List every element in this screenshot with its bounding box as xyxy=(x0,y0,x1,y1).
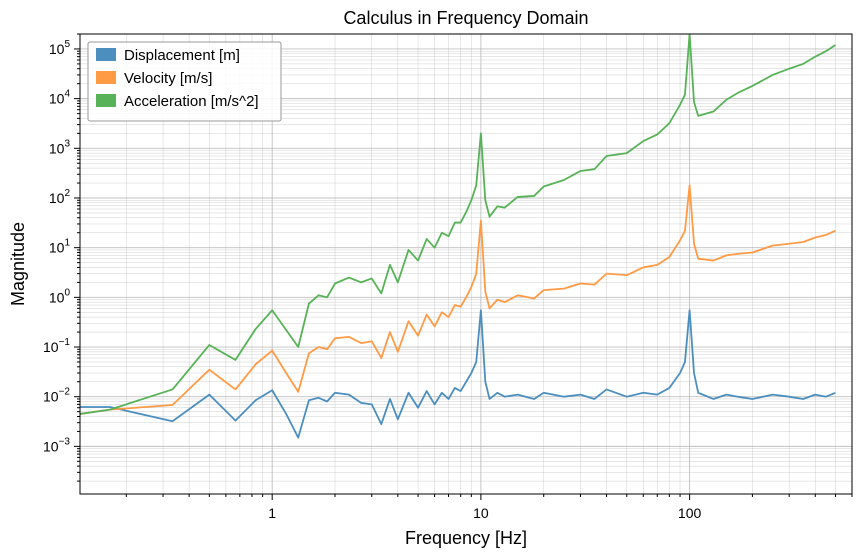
legend: Displacement [m] Velocity [m/s] Accelerati… xyxy=(87,41,282,122)
y-tick-label: 105 xyxy=(49,39,71,57)
y-tick-label: 104 xyxy=(49,89,71,107)
series-line-acceleration-m-s xyxy=(80,34,836,415)
y-tick-label: 102 xyxy=(49,188,71,206)
legend-box xyxy=(87,41,282,122)
y-tick-label: 100 xyxy=(49,287,71,305)
y-tick-label: 10−2 xyxy=(43,387,70,405)
ticks xyxy=(74,33,853,500)
x-tick-label: 10 xyxy=(473,505,489,521)
legend-swatch xyxy=(96,48,116,61)
tick-labels: 1 10 100 10−3 10−2 10−1 100 101 102 103 104 105 xyxy=(43,39,701,521)
x-tick-label: 100 xyxy=(678,505,702,521)
y-tick-label: 10−1 xyxy=(43,337,70,355)
chart-title: Calculus in Frequency Domain xyxy=(343,8,588,28)
legend-label: Velocity [m/s] xyxy=(124,70,212,87)
legend-label: Acceleration [m/s^2] xyxy=(124,93,259,110)
series-line-velocity-m-s xyxy=(80,184,836,415)
y-tick-label: 103 xyxy=(49,138,71,156)
legend-swatch xyxy=(96,71,116,84)
y-tick-label: 10−3 xyxy=(43,436,70,454)
y-axis-label: Magnitude xyxy=(8,222,28,306)
y-tick-label: 101 xyxy=(49,238,71,256)
series-layer xyxy=(80,34,836,439)
legend-swatch xyxy=(96,94,116,107)
legend-label: Displacement [m] xyxy=(124,47,240,64)
series-line-displacement-m xyxy=(80,309,836,439)
x-axis-label: Frequency [Hz] xyxy=(405,528,527,548)
x-tick-label: 1 xyxy=(268,505,276,521)
plot-frame xyxy=(79,33,853,495)
